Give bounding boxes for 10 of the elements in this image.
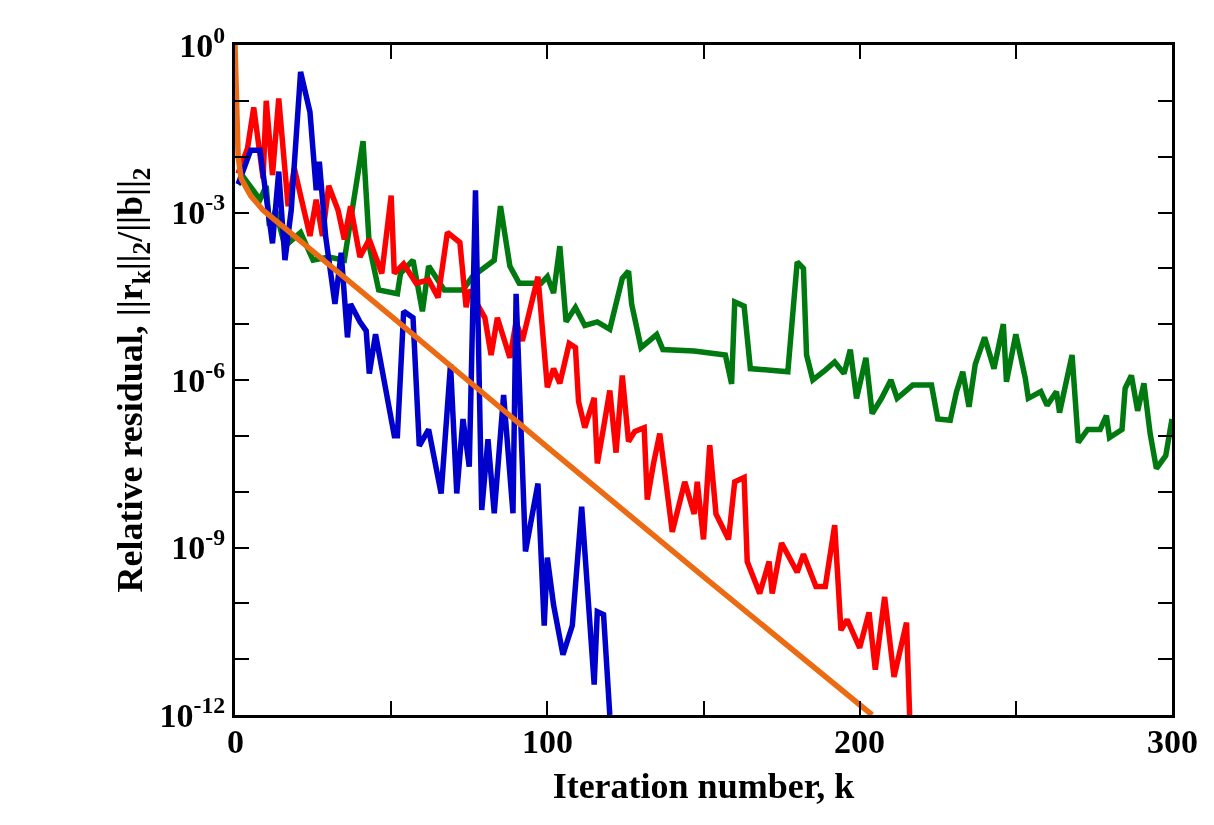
y-tick-label: 10$^{-3}$ — [171, 189, 226, 232]
y-tick-label: 10$^{-9}$ — [171, 524, 226, 567]
y-tick-label: 10$^{-6}$ — [171, 356, 226, 399]
y-tick-label: 10$^{-12}$ — [159, 691, 226, 734]
x-tick-label: 200 — [834, 723, 885, 760]
x-tick-label: 100 — [522, 723, 573, 760]
x-axis-title: Iteration number, k — [552, 765, 855, 806]
y-tick-label: 10$^{0}$ — [179, 21, 226, 64]
x-tick-label: 0 — [227, 723, 244, 760]
x-tick-label: 300 — [1147, 723, 1198, 760]
